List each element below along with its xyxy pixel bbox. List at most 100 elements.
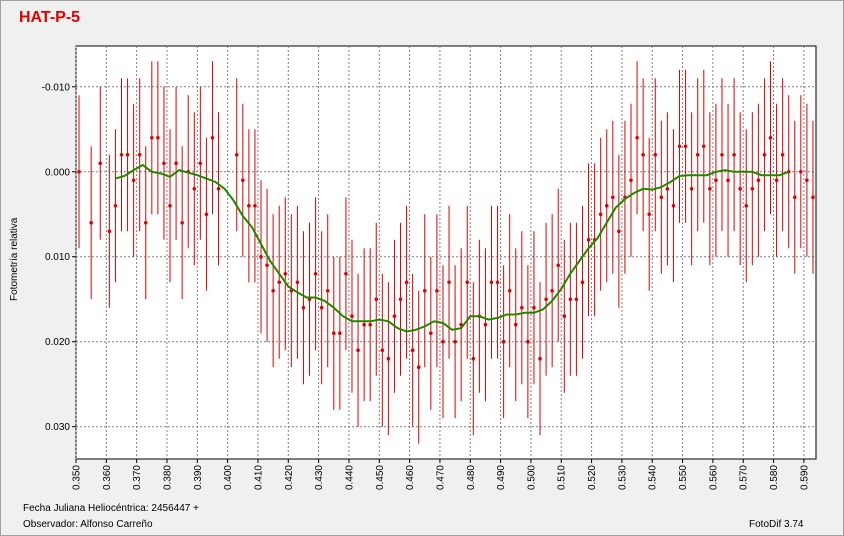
data-point — [720, 152, 724, 157]
data-point — [338, 331, 342, 336]
data-point — [495, 280, 500, 285]
data-point — [774, 178, 779, 183]
data-point — [501, 339, 506, 344]
x-tick-labels: 0.350 0.360 0.370 0.380 0.390 0.400 0.410 0.420… — [72, 465, 811, 490]
data-point — [89, 220, 93, 225]
data-point — [586, 237, 591, 242]
data-point — [780, 152, 785, 157]
data-point — [404, 280, 409, 285]
x-tick-label: 0.460 — [405, 465, 416, 490]
y-axis-label: Fotometría relativa — [9, 217, 20, 301]
data-point — [368, 322, 372, 327]
data-point — [507, 288, 512, 293]
x-tick-label: 0.430 — [314, 465, 325, 490]
data-point — [659, 195, 664, 200]
x-tick-label: 0.410 — [253, 465, 264, 490]
data-point — [198, 161, 203, 166]
data-point — [604, 203, 609, 208]
data-point — [210, 135, 215, 140]
data-point — [277, 280, 281, 285]
data-point — [192, 186, 197, 191]
data-point — [738, 186, 742, 191]
data-point — [313, 271, 318, 276]
data-point — [319, 305, 324, 310]
data-point — [386, 356, 391, 361]
data-point — [113, 203, 118, 208]
x-tick-label: 0.510 — [557, 465, 568, 490]
data-point — [295, 280, 300, 285]
data-point — [538, 356, 542, 361]
data-point — [137, 152, 142, 157]
data-point — [513, 322, 518, 327]
data-point — [568, 297, 573, 302]
data-point — [119, 152, 124, 157]
x-tick-label: 0.420 — [284, 465, 295, 490]
data-point — [331, 331, 336, 336]
data-point — [98, 161, 103, 166]
data-point — [483, 322, 488, 327]
data-point — [283, 271, 288, 276]
x-tick-label: 0.530 — [617, 465, 628, 490]
observer-label: Observador: Alfonso Carreño — [23, 519, 153, 530]
data-point — [635, 135, 639, 140]
data-point — [544, 297, 548, 302]
data-point — [526, 339, 530, 344]
x-tick-label: 0.370 — [132, 465, 143, 490]
x-tick-label: 0.590 — [799, 465, 810, 490]
x-tick-label: 0.390 — [193, 465, 204, 490]
data-point — [532, 305, 536, 310]
data-point — [204, 212, 209, 217]
data-point — [653, 152, 658, 157]
data-point — [617, 229, 621, 234]
trend-line — [115, 163, 790, 333]
x-tick-label: 0.400 — [223, 465, 234, 490]
data-point — [168, 203, 172, 208]
data-point — [392, 314, 397, 319]
data-point — [556, 263, 561, 268]
data-point — [125, 152, 130, 157]
data-point — [162, 161, 166, 166]
data-point — [520, 305, 524, 310]
software-version-label: FotoDif 3.74 — [749, 519, 804, 530]
data-point — [677, 144, 682, 149]
y-tick-label: 0.020 — [45, 337, 70, 348]
data-point — [77, 169, 81, 174]
data-point — [247, 203, 251, 208]
data-point — [265, 263, 269, 268]
data-point — [356, 348, 360, 353]
data-point — [350, 314, 354, 319]
data-point — [750, 186, 755, 191]
data-point — [489, 280, 494, 285]
data-point — [665, 186, 670, 191]
data-point — [325, 288, 330, 293]
x-tick-label: 0.350 — [72, 465, 83, 490]
data-point — [422, 288, 427, 293]
data-point — [598, 212, 603, 217]
data-point — [726, 178, 730, 183]
x-tick-label: 0.500 — [526, 465, 537, 490]
y-tick-label: 0.010 — [45, 252, 70, 263]
x-tick-label: 0.550 — [678, 465, 689, 490]
x-tick-label: 0.470 — [435, 465, 446, 490]
data-point — [271, 288, 275, 293]
data-point — [253, 203, 257, 208]
data-point — [768, 135, 773, 140]
data-point — [131, 178, 136, 183]
data-point — [708, 186, 712, 191]
data-point — [301, 305, 306, 310]
x-tick-label: 0.380 — [162, 465, 173, 490]
x-tick-label: 0.440 — [344, 465, 355, 490]
data-point — [441, 339, 445, 344]
data-point — [756, 178, 761, 183]
data-point — [671, 203, 676, 208]
data-point — [156, 135, 160, 140]
data-point — [259, 254, 263, 259]
data-point — [683, 144, 688, 149]
data-point — [465, 280, 470, 285]
data-point — [150, 135, 154, 140]
data-point — [799, 169, 803, 174]
data-point — [416, 365, 421, 370]
x-tick-label: 0.490 — [496, 465, 507, 490]
data-point — [410, 348, 415, 353]
